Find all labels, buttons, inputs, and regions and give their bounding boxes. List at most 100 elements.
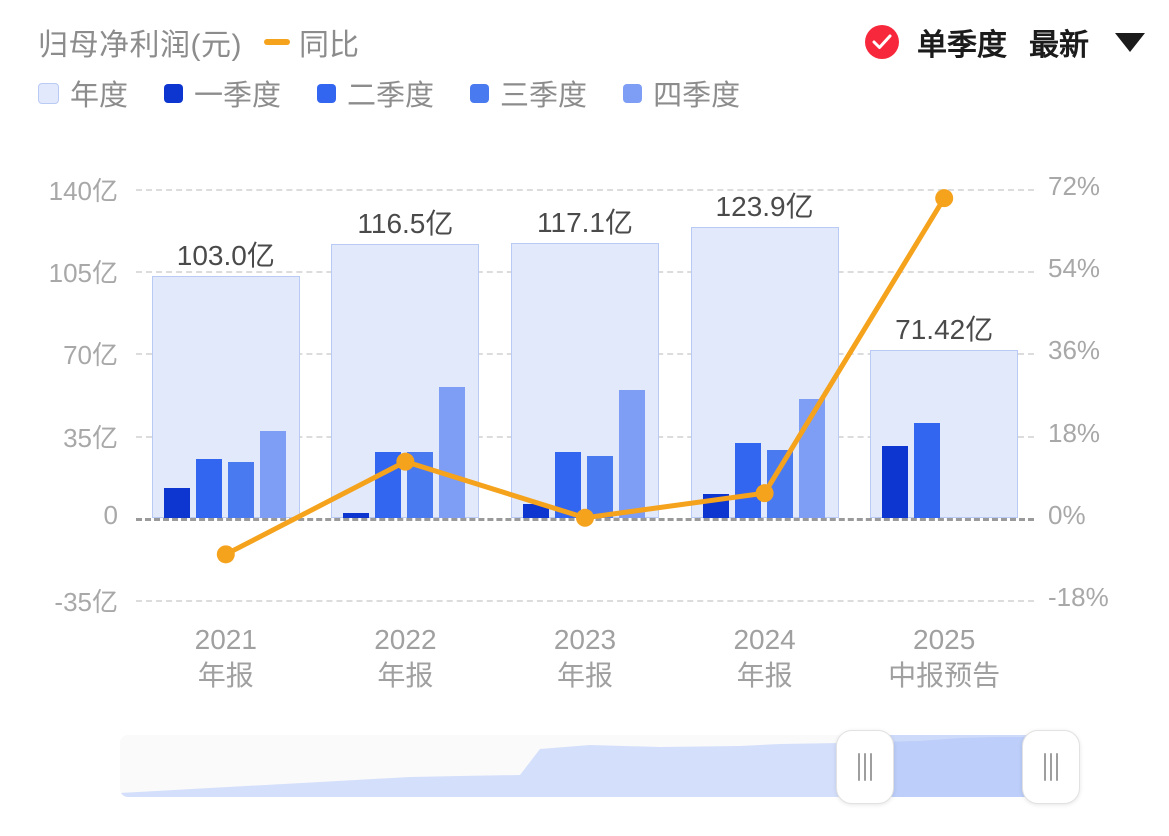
legend-item-4[interactable]: 四季度 <box>623 72 740 114</box>
legend-swatch-icon <box>623 83 643 103</box>
quarter-bar[interactable] <box>555 452 581 518</box>
legend-item-label: 二季度 <box>347 80 435 112</box>
quarter-bar[interactable] <box>734 442 761 518</box>
legend-item-label: 年度 <box>70 80 129 112</box>
annual-bar[interactable] <box>690 226 839 518</box>
x-axis-tick-label: 2024 年报 <box>655 622 875 694</box>
x-axis-tick-line: 2025 <box>913 624 976 655</box>
x-axis-tick-line: 年报 <box>197 659 254 691</box>
slider-minimap <box>120 735 1050 797</box>
yoy-legend-item[interactable]: 同比 <box>263 20 359 64</box>
x-axis-tick-label: 2025 中报预告 <box>834 622 1054 694</box>
x-axis-tick-label: 2023 年报 <box>475 622 695 694</box>
quarter-bar[interactable] <box>407 452 434 518</box>
range-slider[interactable] <box>120 730 1080 804</box>
quarter-bar[interactable] <box>163 487 190 518</box>
y2-axis-tick-label: -18% <box>1048 582 1109 612</box>
legend-item-1[interactable]: 一季度 <box>164 72 281 114</box>
y-axis-tick-label: 70亿 <box>63 340 118 371</box>
legend-item-0[interactable]: 年度 <box>38 72 128 114</box>
gridline <box>136 600 1034 602</box>
chevron-down-icon[interactable] <box>1115 32 1145 52</box>
x-axis-tick-label: 2022 年报 <box>295 622 515 694</box>
legend-item-label: 三季度 <box>500 80 588 112</box>
yoy-data-point[interactable] <box>935 189 954 208</box>
legend-swatch-icon <box>470 83 490 103</box>
quarter-bar[interactable] <box>523 503 549 518</box>
quarter-bar[interactable] <box>882 446 909 518</box>
yoy-data-point[interactable] <box>576 508 594 527</box>
y-axis-tick-label: 105亿 <box>48 258 118 289</box>
quarter-bar[interactable] <box>227 462 254 518</box>
quarter-bar[interactable] <box>587 455 613 518</box>
annual-bar[interactable] <box>151 275 300 518</box>
chart-header: 归母净利润(元) 同比 单季度 最新 年度 一季度 二季度 三季度 四季度 <box>0 0 1169 120</box>
yoy-line-swatch <box>263 39 290 45</box>
yoy-legend-label: 同比 <box>298 29 359 62</box>
x-axis-tick-line: 年报 <box>736 659 793 691</box>
slider-handle-left[interactable] <box>836 730 894 804</box>
legend-swatch-icon <box>38 82 59 104</box>
bar-value-label: 123.9亿 <box>715 190 814 222</box>
latest-dropdown-label[interactable]: 最新 <box>1029 29 1089 62</box>
x-axis-tick-line: 2023 <box>553 624 617 655</box>
legend-item-label: 一季度 <box>194 80 282 112</box>
series-legend: 年度 一季度 二季度 三季度 四季度 <box>38 72 776 114</box>
bar-value-label: 116.5亿 <box>357 208 454 240</box>
y2-axis-tick-label: 54% <box>1048 253 1101 284</box>
gridline <box>136 435 1034 438</box>
slider-handle-right[interactable] <box>1022 730 1080 804</box>
quarter-bar[interactable] <box>702 494 729 518</box>
y-axis-tick-label: 35亿 <box>63 422 118 453</box>
legend-item-3[interactable]: 三季度 <box>470 72 587 114</box>
grip-lines-icon <box>1056 753 1058 781</box>
y2-axis-tick-label: 0% <box>1048 499 1086 530</box>
bar-value-label: 103.0亿 <box>176 239 275 271</box>
quarter-bar[interactable] <box>259 430 286 518</box>
quarter-bar[interactable] <box>914 422 941 518</box>
legend-item-2[interactable]: 二季度 <box>317 72 434 114</box>
legend-swatch-icon <box>317 83 337 103</box>
quarter-bar[interactable] <box>798 398 825 518</box>
annual-bar[interactable] <box>331 244 480 518</box>
x-axis-tick-label: 2021 年报 <box>116 622 336 694</box>
page-title: 归母净利润(元) <box>38 29 242 62</box>
quarter-bar[interactable] <box>375 452 402 518</box>
quarter-bar[interactable] <box>439 387 466 518</box>
x-axis-tick-line: 2024 <box>733 624 796 655</box>
yoy-data-point[interactable] <box>755 484 774 503</box>
x-axis-tick-line: 2022 <box>374 624 437 655</box>
y2-axis-tick-label: 72% <box>1048 171 1101 201</box>
header-title-row: 归母净利润(元) 同比 <box>38 20 359 64</box>
grip-lines-icon <box>870 753 872 781</box>
y-axis-tick-label: 0 <box>103 499 118 530</box>
gridline <box>136 517 1034 521</box>
x-axis-tick-line: 年报 <box>556 659 613 691</box>
yoy-data-point[interactable] <box>396 452 415 471</box>
quarter-bar[interactable] <box>766 449 793 518</box>
grip-lines-icon <box>1050 753 1052 781</box>
y2-axis-tick-label: 18% <box>1048 417 1101 448</box>
slider-selected-range[interactable] <box>864 735 1050 797</box>
y-axis-tick-label: -35亿 <box>54 587 118 617</box>
annual-bar[interactable] <box>870 350 1019 518</box>
quarter-bar[interactable] <box>343 513 370 518</box>
x-axis-tick-line: 年报 <box>377 659 434 691</box>
single-quarter-toggle-label[interactable]: 单季度 <box>917 29 1007 62</box>
grip-lines-icon <box>864 753 866 781</box>
gridline <box>136 353 1034 356</box>
legend-item-label: 四季度 <box>653 80 741 112</box>
yoy-data-point[interactable] <box>216 545 235 564</box>
quarter-bar[interactable] <box>619 390 645 518</box>
gridline <box>136 189 1034 191</box>
grip-lines-icon <box>1044 753 1046 781</box>
header-controls: 单季度 最新 <box>865 20 1145 64</box>
annual-bar[interactable] <box>511 242 659 518</box>
check-circle-icon[interactable] <box>865 25 899 59</box>
quarter-bar[interactable] <box>195 459 222 518</box>
x-axis-tick-line: 中报预告 <box>888 659 1001 691</box>
minimap-area-chart <box>120 737 1050 797</box>
gridline <box>136 271 1034 274</box>
